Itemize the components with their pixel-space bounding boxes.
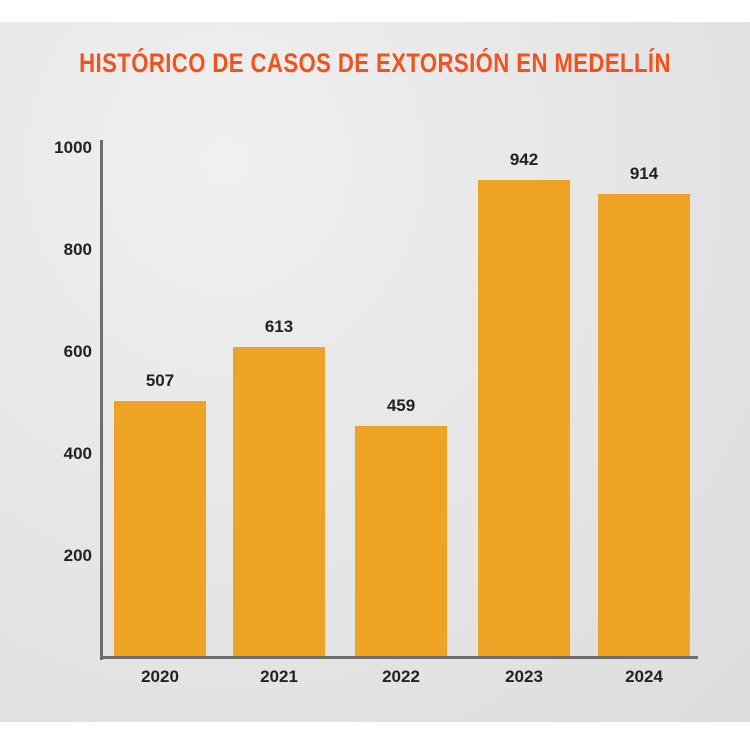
value-label: 507 [145, 371, 175, 391]
y-tick-label: 800 [63, 240, 92, 259]
y-axis-line [100, 140, 103, 660]
chart-title: HISTÓRICO DE CASOS DE EXTORSIÓN EN MEDEL… [79, 48, 671, 78]
bar-2023 [478, 179, 570, 656]
bar-2020 [114, 401, 206, 656]
bar-2021 [233, 347, 325, 656]
bar-2024 [598, 193, 690, 656]
x-tick-label: 2024 [625, 667, 663, 686]
y-tick-label: 1000 [54, 138, 92, 157]
value-label: 914 [629, 163, 659, 183]
x-tick-label: 2021 [260, 667, 298, 686]
x-axis-line [100, 656, 698, 659]
bar-2022 [355, 425, 447, 656]
x-tick-label: 2020 [141, 667, 179, 686]
y-tick-label: 400 [63, 444, 92, 463]
value-label: 459 [386, 395, 416, 415]
y-tick-label: 600 [63, 342, 92, 361]
x-tick-label: 2023 [505, 667, 543, 686]
value-label: 942 [509, 149, 539, 169]
value-label: 613 [264, 317, 294, 337]
x-tick-label: 2022 [382, 667, 420, 686]
y-tick-label: 200 [63, 546, 92, 565]
